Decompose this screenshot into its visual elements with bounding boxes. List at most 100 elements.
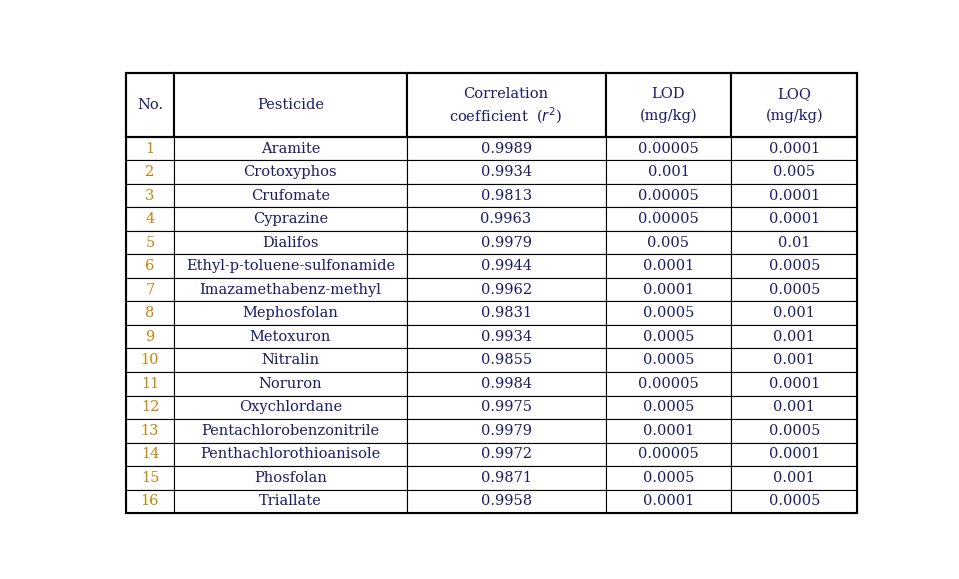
Text: 0.00005: 0.00005 xyxy=(638,142,699,156)
Bar xyxy=(126,207,175,231)
Bar xyxy=(175,442,407,466)
Bar xyxy=(732,254,857,278)
Text: 0.001: 0.001 xyxy=(773,471,815,485)
Bar xyxy=(126,231,175,254)
Bar xyxy=(732,372,857,395)
Bar xyxy=(605,137,732,160)
Text: 0.9958: 0.9958 xyxy=(480,494,531,508)
Bar xyxy=(732,278,857,302)
Bar xyxy=(175,372,407,395)
Text: 0.0001: 0.0001 xyxy=(768,212,820,226)
Bar xyxy=(407,302,605,325)
Bar xyxy=(407,231,605,254)
Bar xyxy=(407,73,605,137)
Text: 16: 16 xyxy=(141,494,159,508)
Bar xyxy=(175,466,407,490)
Bar xyxy=(407,278,605,302)
Text: 3: 3 xyxy=(145,189,154,203)
Text: 8: 8 xyxy=(145,306,154,320)
Text: 0.00005: 0.00005 xyxy=(638,377,699,391)
Bar xyxy=(407,372,605,395)
Bar xyxy=(605,231,732,254)
Text: Imazamethabenz-methyl: Imazamethabenz-methyl xyxy=(199,283,382,296)
Text: 0.9989: 0.9989 xyxy=(480,142,531,156)
Bar xyxy=(732,349,857,372)
Text: Mephosfolan: Mephosfolan xyxy=(243,306,339,320)
Bar xyxy=(175,207,407,231)
Text: 0.0001: 0.0001 xyxy=(643,259,694,273)
Text: Phosfolan: Phosfolan xyxy=(254,471,327,485)
Text: Cyprazine: Cyprazine xyxy=(253,212,328,226)
Bar xyxy=(407,395,605,419)
Text: LOD: LOD xyxy=(652,87,686,101)
Bar xyxy=(407,160,605,184)
Text: 0.0005: 0.0005 xyxy=(643,306,694,320)
Text: 0.0005: 0.0005 xyxy=(643,353,694,367)
Bar xyxy=(605,419,732,442)
Text: Crufomate: Crufomate xyxy=(251,189,330,203)
Bar xyxy=(126,490,175,513)
Bar xyxy=(407,490,605,513)
Bar xyxy=(732,466,857,490)
Bar xyxy=(407,184,605,207)
Text: 7: 7 xyxy=(146,283,154,296)
Text: 0.001: 0.001 xyxy=(773,353,815,367)
Text: 0.9813: 0.9813 xyxy=(480,189,531,203)
Text: Aramite: Aramite xyxy=(261,142,320,156)
Text: 0.001: 0.001 xyxy=(773,329,815,344)
Text: Triallate: Triallate xyxy=(259,494,322,508)
Text: 15: 15 xyxy=(141,471,159,485)
Text: Pesticide: Pesticide xyxy=(257,98,324,112)
Bar xyxy=(732,73,857,137)
Text: 2: 2 xyxy=(146,165,154,179)
Bar xyxy=(175,184,407,207)
Bar xyxy=(732,395,857,419)
Text: 14: 14 xyxy=(141,448,159,461)
Bar xyxy=(605,207,732,231)
Text: 0.9962: 0.9962 xyxy=(480,283,531,296)
Text: 0.9975: 0.9975 xyxy=(480,400,531,414)
Bar xyxy=(126,395,175,419)
Text: 0.00005: 0.00005 xyxy=(638,189,699,203)
Bar xyxy=(407,207,605,231)
Text: 0.005: 0.005 xyxy=(773,165,815,179)
Bar xyxy=(407,442,605,466)
Bar xyxy=(732,302,857,325)
Bar xyxy=(126,302,175,325)
Bar xyxy=(175,160,407,184)
Bar xyxy=(732,207,857,231)
Bar xyxy=(605,302,732,325)
Text: Noruron: Noruron xyxy=(259,377,322,391)
Bar xyxy=(175,395,407,419)
Text: (mg/kg): (mg/kg) xyxy=(765,109,823,123)
Bar xyxy=(407,137,605,160)
Text: 0.0005: 0.0005 xyxy=(768,424,820,438)
Bar xyxy=(605,372,732,395)
Text: 0.0005: 0.0005 xyxy=(768,259,820,273)
Text: 0.0005: 0.0005 xyxy=(643,329,694,344)
Bar xyxy=(126,466,175,490)
Bar xyxy=(605,73,732,137)
Text: Penthachlorothioanisole: Penthachlorothioanisole xyxy=(200,448,381,461)
Bar xyxy=(605,442,732,466)
Bar xyxy=(407,349,605,372)
Bar xyxy=(605,278,732,302)
Text: 0.0005: 0.0005 xyxy=(768,283,820,296)
Bar xyxy=(732,160,857,184)
Text: (mg/kg): (mg/kg) xyxy=(640,109,697,123)
Text: 0.0001: 0.0001 xyxy=(768,377,820,391)
Bar xyxy=(126,419,175,442)
Bar xyxy=(126,372,175,395)
Bar xyxy=(605,349,732,372)
Text: 0.0001: 0.0001 xyxy=(768,142,820,156)
Bar xyxy=(407,466,605,490)
Text: 0.9871: 0.9871 xyxy=(480,471,531,485)
Text: 0.00005: 0.00005 xyxy=(638,448,699,461)
Text: 0.001: 0.001 xyxy=(773,306,815,320)
Bar xyxy=(175,278,407,302)
Bar xyxy=(175,254,407,278)
Bar xyxy=(175,419,407,442)
Text: No.: No. xyxy=(137,98,163,112)
Bar xyxy=(126,278,175,302)
Text: 0.001: 0.001 xyxy=(647,165,690,179)
